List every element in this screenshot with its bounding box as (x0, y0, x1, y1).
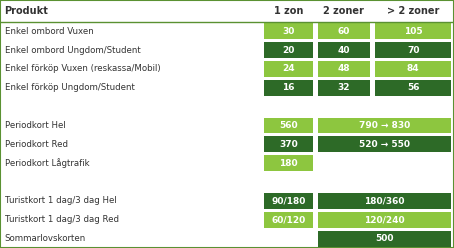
Text: Produkt: Produkt (5, 6, 49, 16)
Text: 370: 370 (279, 140, 298, 149)
Text: Periodkort Hel: Periodkort Hel (5, 121, 65, 130)
Text: Enkel ombord Ungdom/Student: Enkel ombord Ungdom/Student (5, 46, 140, 55)
Text: 90/180: 90/180 (271, 196, 306, 205)
FancyBboxPatch shape (264, 80, 313, 96)
Text: > 2 zoner: > 2 zoner (387, 6, 439, 16)
FancyBboxPatch shape (264, 193, 313, 209)
Text: 24: 24 (282, 64, 295, 73)
FancyBboxPatch shape (264, 23, 313, 39)
Text: 120/240: 120/240 (365, 215, 405, 224)
Text: Enkel förköp Vuxen (reskassa/Mobil): Enkel förköp Vuxen (reskassa/Mobil) (5, 64, 160, 73)
FancyBboxPatch shape (264, 61, 313, 77)
Text: 180/360: 180/360 (365, 196, 405, 205)
Text: 60/120: 60/120 (271, 215, 306, 224)
FancyBboxPatch shape (264, 212, 313, 228)
Text: 790 → 830: 790 → 830 (359, 121, 410, 130)
Text: Periodkort Red: Periodkort Red (5, 140, 68, 149)
FancyBboxPatch shape (264, 136, 313, 152)
FancyBboxPatch shape (318, 61, 370, 77)
Text: 20: 20 (282, 46, 295, 55)
Text: Enkel ombord Vuxen: Enkel ombord Vuxen (5, 27, 93, 36)
FancyBboxPatch shape (375, 61, 451, 77)
Text: Sommarlovskorten: Sommarlovskorten (5, 234, 86, 243)
FancyBboxPatch shape (375, 23, 451, 39)
FancyBboxPatch shape (318, 231, 451, 247)
FancyBboxPatch shape (375, 80, 451, 96)
Text: 1 zon: 1 zon (274, 6, 303, 16)
Text: 500: 500 (375, 234, 394, 243)
Text: 84: 84 (407, 64, 419, 73)
FancyBboxPatch shape (318, 42, 370, 58)
Text: 32: 32 (338, 83, 350, 92)
FancyBboxPatch shape (264, 42, 313, 58)
Text: 105: 105 (404, 27, 423, 36)
Text: Enkel förköp Ungdom/Student: Enkel förköp Ungdom/Student (5, 83, 134, 92)
Text: 2 zoner: 2 zoner (323, 6, 365, 16)
Text: 48: 48 (338, 64, 350, 73)
Text: Turistkort 1 dag/3 dag Red: Turistkort 1 dag/3 dag Red (5, 215, 118, 224)
Text: 520 → 550: 520 → 550 (359, 140, 410, 149)
FancyBboxPatch shape (318, 118, 451, 133)
Text: 40: 40 (338, 46, 350, 55)
FancyBboxPatch shape (318, 193, 451, 209)
Text: 70: 70 (407, 46, 419, 55)
FancyBboxPatch shape (264, 155, 313, 171)
Text: 60: 60 (338, 27, 350, 36)
FancyBboxPatch shape (264, 118, 313, 133)
FancyBboxPatch shape (318, 212, 451, 228)
Text: 180: 180 (279, 159, 298, 168)
FancyBboxPatch shape (318, 23, 370, 39)
Text: 560: 560 (279, 121, 298, 130)
Text: Turistkort 1 dag/3 dag Hel: Turistkort 1 dag/3 dag Hel (5, 196, 116, 205)
Text: 30: 30 (282, 27, 295, 36)
FancyBboxPatch shape (318, 80, 370, 96)
FancyBboxPatch shape (318, 136, 451, 152)
Text: Periodkort Lågtrafik: Periodkort Lågtrafik (5, 158, 89, 168)
Text: 16: 16 (282, 83, 295, 92)
FancyBboxPatch shape (375, 42, 451, 58)
Text: 56: 56 (407, 83, 419, 92)
